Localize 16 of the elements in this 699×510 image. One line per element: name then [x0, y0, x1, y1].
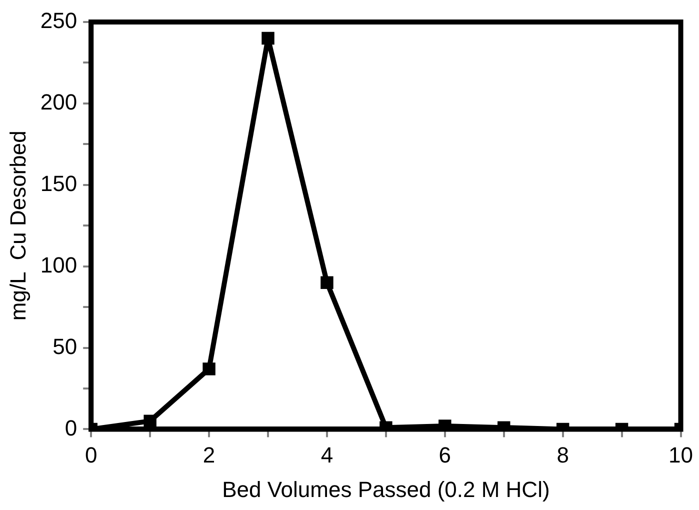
y-axis-title: mg/L Cu Desorbed: [5, 130, 30, 321]
y-tick-label: 50: [52, 334, 78, 359]
x-tick-label: 10: [668, 442, 694, 468]
x-tick-label: 2: [202, 442, 216, 468]
x-tick-label: 6: [438, 442, 452, 468]
x-tick-label: 0: [84, 442, 98, 468]
y-tick-label: 250: [40, 8, 78, 34]
point: [262, 32, 274, 45]
x-tick-label: 4: [320, 442, 334, 468]
y-tick-label: 0: [64, 415, 78, 440]
y-tick-label: 100: [40, 252, 78, 278]
x-axis-title: Bed Volumes Passed (0.2 M HCl): [222, 476, 550, 502]
y-tick-label: 150: [40, 170, 78, 196]
x-tick-label: 8: [556, 442, 569, 468]
point: [320, 276, 334, 289]
y-tick-label: 200: [40, 90, 78, 115]
